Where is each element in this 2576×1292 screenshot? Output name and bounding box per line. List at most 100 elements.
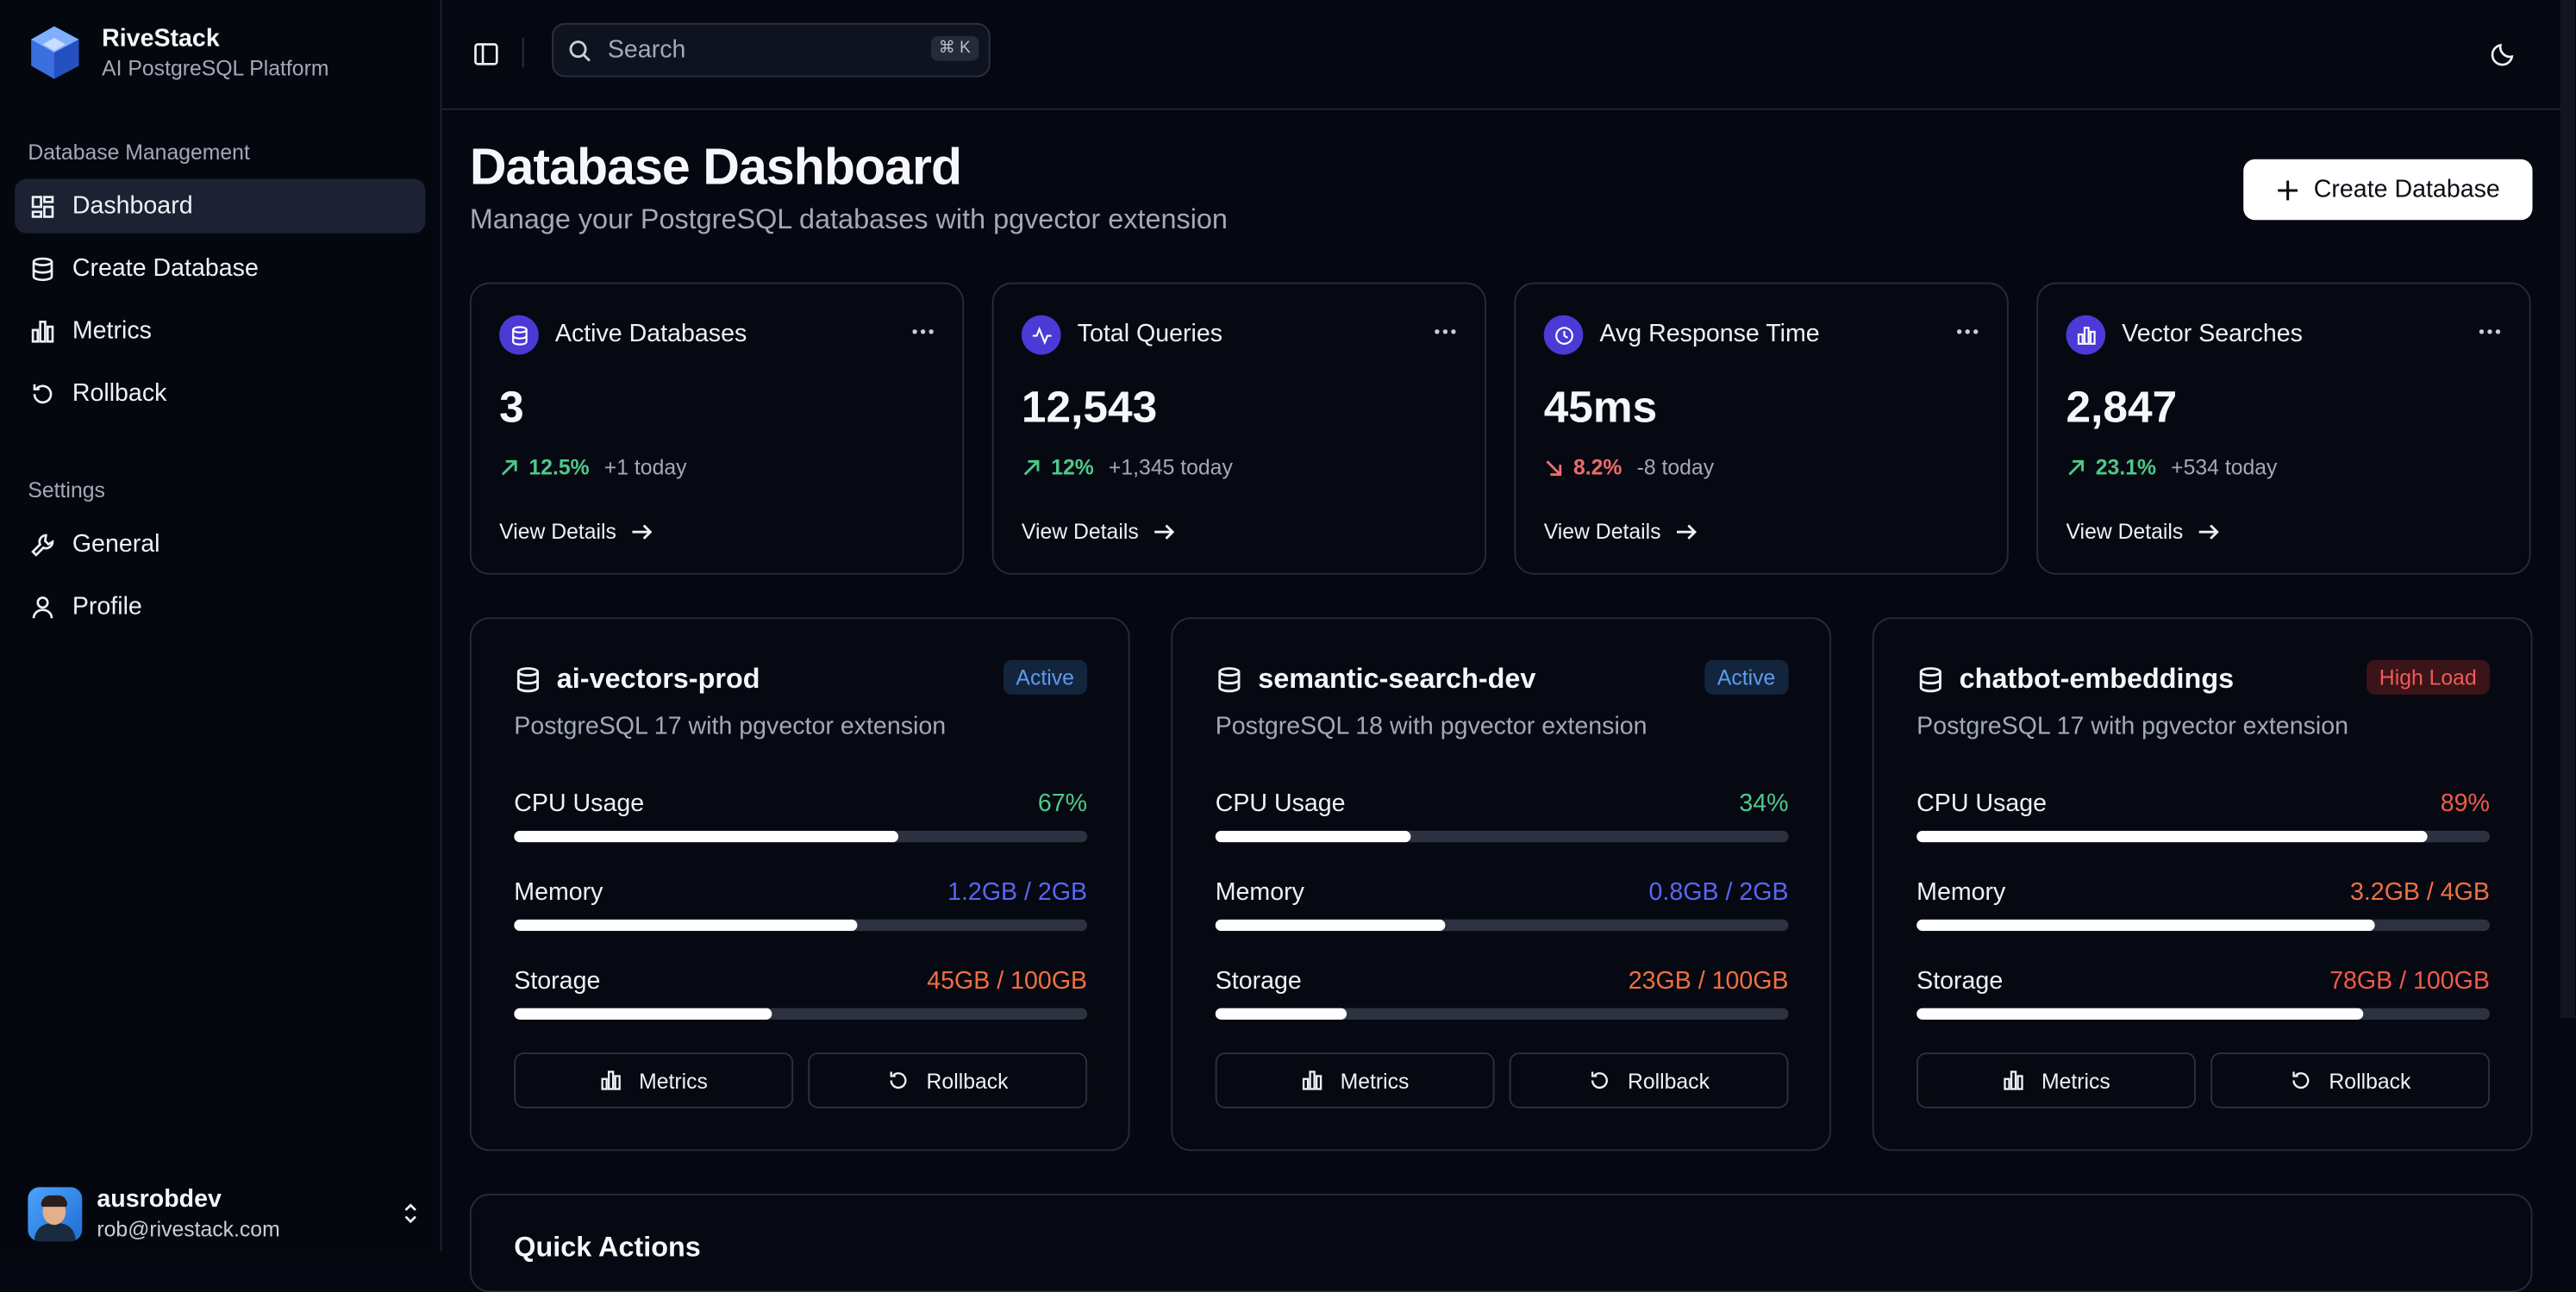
- header-divider: [522, 37, 524, 68]
- rollback-button[interactable]: Rollback: [2210, 1052, 2490, 1108]
- moon-icon[interactable]: [2490, 41, 2516, 67]
- arrow-up-right-icon: [501, 459, 517, 475]
- view-details-link[interactable]: View Details: [2066, 519, 2221, 544]
- view-details-label: View Details: [499, 518, 616, 544]
- scrollbar[interactable]: [2560, 0, 2576, 1019]
- stat-change: 8.2% -8 today: [1544, 454, 1715, 480]
- stat-change-today: -8 today: [1636, 454, 1715, 480]
- rollback-icon: [2292, 1071, 2310, 1089]
- metric-label: Storage: [514, 967, 601, 996]
- app-root: RiveStack AI PostgreSQL Platform Databas…: [15, 0, 2576, 1292]
- more-horizontal-icon[interactable]: [1432, 323, 1458, 340]
- arrow-right-icon: [1154, 523, 1175, 539]
- metrics-button[interactable]: Metrics: [1215, 1052, 1495, 1108]
- status-badge: High Load: [2366, 659, 2490, 695]
- quick-actions-card: Quick Actions: [469, 1193, 2533, 1292]
- metrics-button[interactable]: Metrics: [1916, 1052, 2196, 1108]
- more-horizontal-icon[interactable]: [1954, 323, 1980, 340]
- more-horizontal-icon[interactable]: [910, 323, 935, 340]
- cpu-usage-metric: CPU Usage 67%: [514, 790, 1088, 843]
- sidebar-item-profile[interactable]: Profile: [15, 579, 425, 634]
- stat-card-avg-response-time: Avg Response Time 45ms 8.2% -8 today Vie…: [1514, 282, 2009, 575]
- sidebar-item-label: Metrics: [72, 316, 152, 346]
- metric-value: 23GB / 100GB: [1628, 967, 1789, 996]
- stat-change-percent: 12.5%: [528, 454, 590, 480]
- view-details-link[interactable]: View Details: [1022, 519, 1177, 544]
- progress-bar: [514, 830, 1088, 843]
- search-shortcut: ⌘ K: [930, 35, 979, 61]
- user-email: rob@rivestack.com: [97, 1216, 280, 1242]
- sidebar-item-dashboard[interactable]: Dashboard: [15, 178, 426, 234]
- stat-change-percent: 23.1%: [2095, 454, 2157, 480]
- metric-label: Memory: [1215, 878, 1304, 907]
- stat-label: Vector Searches: [2122, 320, 2303, 348]
- rollback-button[interactable]: Rollback: [1509, 1052, 1789, 1108]
- metric-label: Storage: [1916, 967, 2004, 996]
- metrics-button[interactable]: Metrics: [514, 1052, 794, 1108]
- metrics-button-label: Metrics: [2041, 1068, 2110, 1093]
- search-input[interactable]: [604, 34, 907, 66]
- progress-fill: [1215, 830, 1410, 843]
- metric-label: Memory: [514, 878, 603, 907]
- stat-change: 12.5% +1 today: [499, 454, 687, 480]
- metrics-button-label: Metrics: [1340, 1068, 1410, 1093]
- metric-value: 34%: [1739, 790, 1789, 818]
- sidebar-item-label: General: [72, 530, 160, 559]
- progress-bar: [514, 919, 1088, 932]
- sidebar-toggle-icon[interactable]: [473, 41, 499, 67]
- bar-chart-icon: [601, 1070, 621, 1090]
- sidebar-item-rollback[interactable]: Rollback: [15, 366, 425, 421]
- storage-metric: Storage 23GB / 100GB: [1215, 967, 1789, 1020]
- stat-change-today: +534 today: [2171, 454, 2278, 480]
- cpu-usage-metric: CPU Usage 89%: [1916, 790, 2490, 843]
- progress-bar: [1215, 830, 1789, 843]
- avatar: [28, 1186, 83, 1241]
- stat-change-today: +1 today: [603, 454, 687, 480]
- arrow-up-right-icon: [1023, 459, 1040, 475]
- progress-fill: [514, 1008, 772, 1020]
- stat-label: Active Databases: [554, 320, 747, 348]
- metric-value: 78GB / 100GB: [2329, 967, 2490, 996]
- chevrons-up-down-icon: [404, 1203, 416, 1224]
- arrow-down-right-icon: [1546, 459, 1562, 476]
- metric-value: 0.8GB / 2GB: [1648, 878, 1789, 907]
- user-menu[interactable]: ausrobdev rob@rivestack.com: [28, 1185, 422, 1241]
- arrow-right-icon: [632, 523, 653, 539]
- database-icon: [1919, 667, 1941, 693]
- metric-value: 1.2GB / 2GB: [947, 878, 1088, 907]
- stat-value: 2,847: [2066, 382, 2178, 433]
- sidebar-item-metrics[interactable]: Metrics: [15, 303, 425, 358]
- user-icon: [32, 596, 53, 618]
- metrics-button-label: Metrics: [639, 1068, 708, 1093]
- brand[interactable]: RiveStack AI PostgreSQL Platform: [28, 25, 328, 81]
- stat-label: Avg Response Time: [1599, 320, 1820, 348]
- rollback-button-label: Rollback: [926, 1068, 1009, 1093]
- view-details-label: View Details: [1021, 518, 1139, 544]
- sidebar-item-create-database[interactable]: Create Database: [15, 241, 425, 296]
- brand-subtitle: AI PostgreSQL Platform: [102, 55, 329, 81]
- sidebar-item-general[interactable]: General: [15, 517, 425, 571]
- status-badge: Active: [1704, 659, 1789, 695]
- database-name: ai-vectors-prod: [556, 663, 760, 695]
- clock-icon: [1554, 326, 1572, 344]
- create-database-label: Create Database: [2313, 175, 2500, 204]
- progress-fill: [514, 919, 859, 932]
- view-details-link[interactable]: View Details: [499, 519, 654, 544]
- arrow-right-icon: [2199, 523, 2220, 539]
- page-subtitle: Manage your PostgreSQL databases with pg…: [469, 203, 1228, 235]
- progress-bar: [514, 1008, 1088, 1020]
- rollback-button[interactable]: Rollback: [808, 1052, 1088, 1108]
- more-horizontal-icon[interactable]: [2477, 323, 2503, 340]
- progress-fill: [1916, 919, 2375, 932]
- status-badge: Active: [1003, 659, 1088, 695]
- bar-chart-icon: [31, 320, 54, 342]
- database-icon: [511, 325, 527, 345]
- metric-label: Memory: [1916, 878, 2006, 907]
- arrow-right-icon: [1677, 523, 1698, 539]
- create-database-button[interactable]: Create Database: [2243, 159, 2533, 221]
- search-box[interactable]: ⌘ K: [552, 22, 991, 78]
- database-card-semantic-search-dev: semantic-search-dev Active PostgreSQL 18…: [1171, 617, 1832, 1152]
- brand-name: RiveStack: [102, 24, 220, 53]
- storage-metric: Storage 45GB / 100GB: [514, 967, 1088, 1020]
- view-details-link[interactable]: View Details: [1544, 519, 1699, 544]
